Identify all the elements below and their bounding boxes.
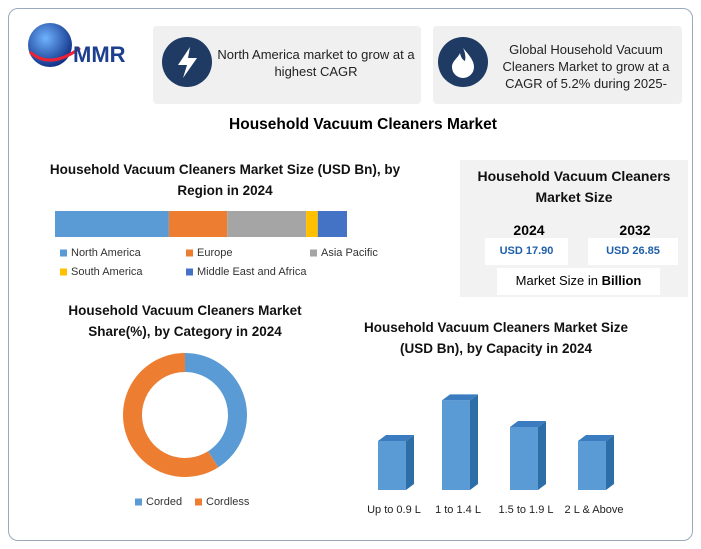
legend-label: Asia Pacific — [321, 247, 378, 259]
legend-label: South America — [71, 266, 143, 278]
bar-segment — [317, 211, 347, 237]
bar-side — [406, 435, 414, 490]
bar — [510, 421, 546, 490]
card-text: North America market to grow at a highes… — [217, 47, 415, 79]
bar-side — [606, 435, 614, 490]
legend-label: Middle East and Africa — [197, 266, 307, 278]
donut-slice — [185, 353, 247, 468]
legend-swatch — [195, 498, 202, 506]
year: 2024 — [513, 222, 545, 238]
legend-swatch — [135, 498, 142, 506]
logo-swoosh — [28, 46, 81, 62]
bar-top — [378, 435, 414, 441]
card-bg — [153, 26, 421, 104]
legend-label: Cordless — [206, 496, 250, 508]
market-note: Market Size in Billion — [497, 273, 660, 288]
value-box — [485, 238, 568, 265]
market-value: USD 26.85 — [606, 245, 660, 257]
card-bg — [433, 26, 682, 104]
legend-swatch — [60, 249, 67, 257]
bar-top — [442, 394, 478, 401]
bar-front — [578, 441, 606, 490]
chart-title: Household Vacuum Cleaners Market Share(%… — [68, 303, 302, 339]
bar-front — [442, 400, 470, 490]
bar — [378, 435, 414, 490]
logo-text: MMR — [73, 42, 126, 67]
page-title: Household Vacuum Cleaners Market — [229, 116, 497, 133]
bar-front — [510, 427, 538, 490]
x-tick-label: 1.5 to 1.9 L — [498, 504, 553, 516]
value-box — [588, 238, 678, 265]
legend-swatch — [186, 268, 193, 276]
legend-swatch — [310, 249, 317, 257]
frame — [8, 8, 693, 541]
bar-side — [538, 421, 546, 490]
chart-title: Household Vacuum Cleaners Market Size (U… — [49, 162, 401, 198]
flame-icon — [452, 48, 474, 78]
legend-label: North America — [71, 247, 142, 259]
legend-label: Corded — [146, 496, 182, 508]
bar — [578, 435, 614, 490]
market-value: USD 17.90 — [499, 245, 554, 257]
bar-segment — [227, 211, 307, 237]
bar-top — [510, 421, 546, 427]
bar-segment — [168, 211, 228, 237]
legend-label: Europe — [197, 247, 232, 259]
bar-side — [470, 394, 478, 490]
logo-globe — [28, 23, 72, 67]
chart-title: Household Vacuum Cleaners Market Size (U… — [363, 320, 629, 356]
bar-segment — [55, 211, 169, 237]
note-text: Market Size in — [515, 273, 602, 288]
bolt-icon — [178, 47, 197, 78]
card-text: Global Household Vacuum Cleaners Market … — [502, 42, 670, 91]
bar-front — [378, 441, 406, 490]
bar-top — [578, 435, 614, 441]
x-tick-label: Up to 0.9 L — [367, 504, 421, 516]
legend-swatch — [60, 268, 67, 276]
panel-title: Household Vacuum Cleaners Market Size — [477, 168, 671, 205]
legend-swatch — [186, 249, 193, 257]
bar-segment — [306, 211, 318, 237]
note-unit: Billion — [601, 273, 642, 288]
donut-slice — [122, 353, 219, 477]
bar — [442, 394, 478, 490]
x-tick-label: 1 to 1.4 L — [435, 504, 481, 516]
note-box — [497, 268, 660, 295]
x-tick-label: 2 L & Above — [565, 504, 624, 516]
year: 2032 — [619, 222, 651, 238]
